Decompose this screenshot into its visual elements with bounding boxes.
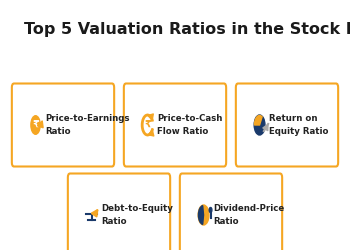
Wedge shape — [198, 206, 204, 224]
Text: Price-to-Cash
Flow Ratio: Price-to-Cash Flow Ratio — [157, 114, 223, 136]
Text: Return on
Equity Ratio: Return on Equity Ratio — [269, 114, 329, 136]
FancyBboxPatch shape — [124, 84, 226, 166]
Circle shape — [198, 205, 209, 225]
Text: Top 5 Valuation Ratios in the Stock Market: Top 5 Valuation Ratios in the Stock Mark… — [24, 22, 350, 38]
Circle shape — [209, 208, 212, 212]
Text: ₹: ₹ — [144, 120, 151, 130]
Circle shape — [254, 115, 265, 135]
Text: ₹: ₹ — [32, 120, 39, 130]
FancyBboxPatch shape — [12, 84, 114, 166]
Text: Dividend-Price
Ratio: Dividend-Price Ratio — [213, 204, 285, 226]
FancyBboxPatch shape — [236, 84, 338, 166]
Text: Price-to-Earnings
Ratio: Price-to-Earnings Ratio — [45, 114, 130, 136]
FancyBboxPatch shape — [68, 174, 170, 250]
FancyBboxPatch shape — [180, 174, 282, 250]
Wedge shape — [254, 116, 262, 125]
Circle shape — [30, 115, 41, 135]
Text: Debt-to-Equity
Ratio: Debt-to-Equity Ratio — [101, 204, 173, 226]
